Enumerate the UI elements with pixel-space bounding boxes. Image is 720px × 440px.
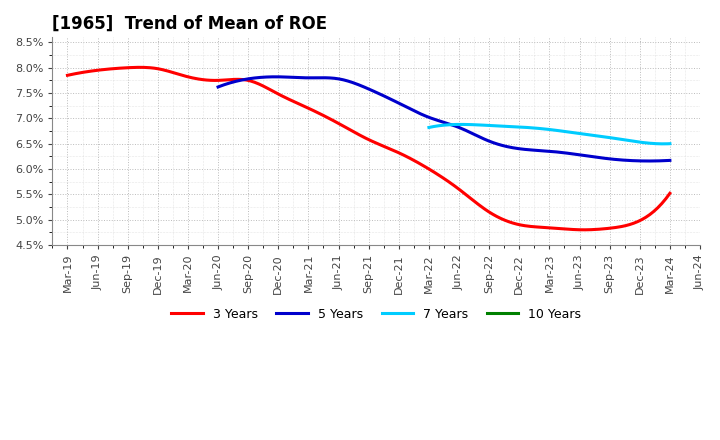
3 Years xyxy=(579,227,588,232)
7 Years xyxy=(456,122,465,127)
Line: 5 Years: 5 Years xyxy=(218,77,670,161)
5 Years xyxy=(625,158,634,163)
3 Years xyxy=(63,73,72,78)
7 Years xyxy=(569,130,577,136)
Line: 7 Years: 7 Years xyxy=(429,125,670,144)
5 Years xyxy=(485,138,493,143)
5 Years xyxy=(482,138,491,143)
3 Years xyxy=(424,166,433,171)
3 Years xyxy=(135,65,144,70)
Text: [1965]  Trend of Mean of ROE: [1965] Trend of Mean of ROE xyxy=(53,15,328,33)
7 Years xyxy=(425,125,433,130)
5 Years xyxy=(215,84,224,89)
7 Years xyxy=(665,141,674,147)
3 Years xyxy=(422,165,431,170)
5 Years xyxy=(271,74,280,80)
3 Years xyxy=(613,224,622,230)
5 Years xyxy=(665,158,674,163)
7 Years xyxy=(644,140,652,146)
3 Years xyxy=(65,72,73,77)
5 Years xyxy=(492,141,500,146)
5 Years xyxy=(214,84,222,90)
3 Years xyxy=(665,191,674,196)
Legend: 3 Years, 5 Years, 7 Years, 10 Years: 3 Years, 5 Years, 7 Years, 10 Years xyxy=(166,303,586,326)
Line: 3 Years: 3 Years xyxy=(68,67,670,230)
5 Years xyxy=(644,158,653,164)
7 Years xyxy=(573,131,582,136)
7 Years xyxy=(629,139,637,144)
5 Years xyxy=(596,155,605,161)
3 Years xyxy=(434,172,443,177)
7 Years xyxy=(659,141,667,147)
7 Years xyxy=(568,130,577,135)
7 Years xyxy=(426,125,434,130)
3 Years xyxy=(573,227,582,232)
